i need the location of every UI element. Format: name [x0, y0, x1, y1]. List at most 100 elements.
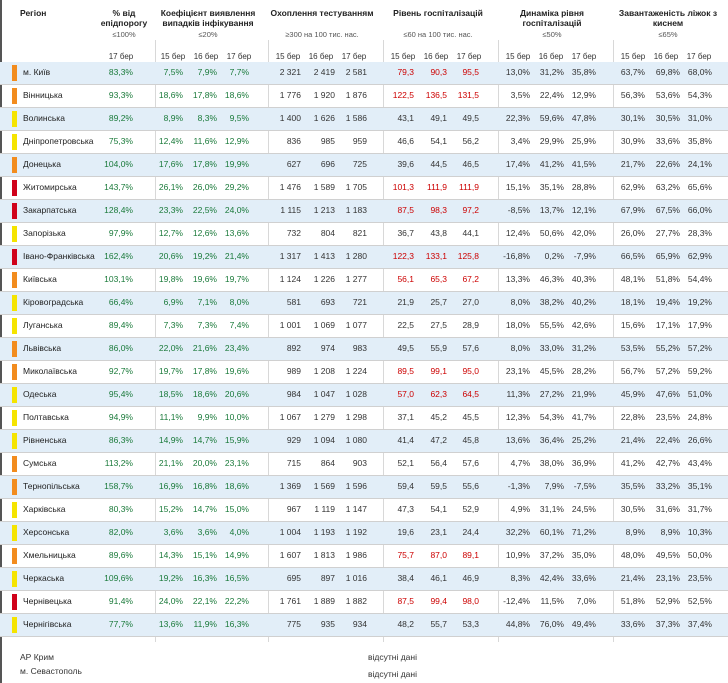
cell-h17: 56,2	[462, 136, 479, 146]
region-name: Дніпропетровська	[23, 136, 94, 146]
cell-t17: 1 183	[345, 205, 367, 215]
cell-h16: 45,2	[430, 412, 447, 422]
cell-c17: 19,6%	[224, 366, 249, 376]
status-flag	[12, 272, 17, 288]
cell-c17: 21,4%	[224, 251, 249, 261]
status-flag	[12, 157, 17, 173]
cell-pct: 128,4%	[104, 205, 133, 215]
cell-c15: 8,9%	[163, 113, 183, 123]
cell-b15: 51,8%	[620, 596, 645, 606]
cell-pct: 104,0%	[104, 159, 133, 169]
cell-h17: 57,6	[462, 458, 479, 468]
cell-b16: 30,5%	[655, 113, 680, 123]
cell-d16: 55,5%	[539, 320, 564, 330]
cell-t16: 1 119	[314, 504, 335, 514]
cell-d16: 31,1%	[539, 504, 564, 514]
cell-t16: 1 920	[313, 90, 335, 100]
cell-c17: 15,9%	[224, 435, 249, 445]
cell-d15: 8,3%	[510, 573, 530, 583]
cell-d16: 38,0%	[539, 458, 564, 468]
cell-h15: 87,5	[397, 205, 414, 215]
cell-t17: 1 192	[345, 527, 367, 537]
table-row: Сумська 113,2% 21,1% 20,0% 23,1% 715 864 903 52,…	[0, 453, 728, 476]
cell-h15: 37,1	[397, 412, 414, 422]
cell-h16: 44,5	[430, 159, 447, 169]
status-flag	[12, 479, 17, 495]
region-name: Івано-Франківська	[23, 251, 95, 261]
cell-b17: 31,7%	[687, 504, 712, 514]
cell-d15: 44,8%	[505, 619, 530, 629]
cell-d15: 17,4%	[505, 159, 530, 169]
table-row: Вінницька 93,3% 18,6% 17,8% 18,6% 1 776 1 920 1…	[0, 85, 728, 108]
status-flag	[12, 594, 17, 610]
cell-t16: 1 047	[313, 389, 335, 399]
cell-pct: 89,6%	[108, 550, 133, 560]
table-row: Одеська 95,4% 18,5% 18,6% 20,6% 984 1 047 1 028…	[0, 384, 728, 407]
cell-pct: 75,3%	[108, 136, 133, 146]
cell-d15: 10,9%	[505, 550, 530, 560]
cell-h17: 89,1	[462, 550, 479, 560]
cell-t16: 1 279	[313, 412, 335, 422]
cell-c16: 7,9%	[197, 67, 217, 77]
cell-b15: 8,9%	[625, 527, 645, 537]
cell-h16: 98,3	[430, 205, 447, 215]
cell-b15: 35,5%	[620, 481, 645, 491]
cell-c17: 13,6%	[224, 228, 249, 238]
cell-pct: 89,2%	[108, 113, 133, 123]
cell-t17: 725	[352, 159, 367, 169]
cell-c15: 22,0%	[158, 343, 183, 353]
cell-h15: 57,0	[397, 389, 414, 399]
cell-d17: 25,2%	[571, 435, 596, 445]
cell-b16: 57,2%	[655, 366, 680, 376]
cell-h15: 36,7	[397, 228, 414, 238]
cell-c15: 12,4%	[158, 136, 183, 146]
cell-d17: 7,0%	[576, 596, 596, 606]
cell-t15: 1 124	[279, 274, 301, 284]
cell-b16: 23,5%	[655, 412, 680, 422]
cell-t17: 1 077	[345, 320, 367, 330]
cell-d16: 22,4%	[539, 90, 564, 100]
date-test-16: 16 бер	[308, 52, 334, 61]
date-test-17: 17 бер	[341, 52, 367, 61]
cell-b16: 23,1%	[655, 573, 680, 583]
cell-d15: 4,7%	[510, 458, 530, 468]
cell-c17: 16,3%	[224, 619, 249, 629]
cell-d16: 33,0%	[539, 343, 564, 353]
cell-b17: 66,0%	[687, 205, 712, 215]
cell-pct: 66,4%	[108, 297, 133, 307]
status-flag	[12, 502, 17, 518]
cell-t15: 1 067	[279, 412, 301, 422]
cell-b16: 51,8%	[655, 274, 680, 284]
status-flag	[12, 364, 17, 380]
cell-t15: 892	[286, 343, 301, 353]
cell-t15: 967	[286, 504, 301, 514]
cell-b16: 33,6%	[655, 136, 680, 146]
region-name: Вінницька	[23, 90, 63, 100]
cell-pct: 83,3%	[108, 67, 133, 77]
table-row: Київська 103,1% 19,8% 19,6% 19,7% 1 124 1 226 1…	[0, 269, 728, 292]
cell-d15: 13,0%	[505, 67, 530, 77]
cell-b15: 56,3%	[620, 90, 645, 100]
table-row: Чернівецька 91,4% 24,0% 22,1% 22,2% 1 761 1 88…	[0, 591, 728, 614]
table-row: Івано-Франківська 162,4% 20,6% 19,2% 21,4% 1 …	[0, 246, 728, 269]
cell-b15: 26,0%	[620, 228, 645, 238]
cell-b15: 30,1%	[620, 113, 645, 123]
cell-b16: 42,7%	[655, 458, 680, 468]
cell-c17: 7,4%	[229, 320, 249, 330]
region-name: Львівська	[23, 343, 62, 353]
status-flag	[12, 318, 17, 334]
cell-b15: 48,0%	[620, 550, 645, 560]
cell-d15: 15,1%	[505, 182, 530, 192]
cell-pct: 97,9%	[108, 228, 133, 238]
cell-d15: 12,4%	[505, 228, 530, 238]
header-region: Регіон	[20, 8, 47, 18]
cell-b17: 54,3%	[687, 90, 712, 100]
cell-c15: 15,2%	[158, 504, 183, 514]
cell-t16: 935	[320, 619, 335, 629]
cell-b16: 22,4%	[655, 435, 680, 445]
cell-c15: 14,9%	[158, 435, 183, 445]
cell-pct: 158,7%	[104, 481, 133, 491]
cell-h17: 46,9	[462, 573, 479, 583]
cell-c15: 14,3%	[158, 550, 183, 560]
date-coef-15: 15 бер	[160, 52, 186, 61]
